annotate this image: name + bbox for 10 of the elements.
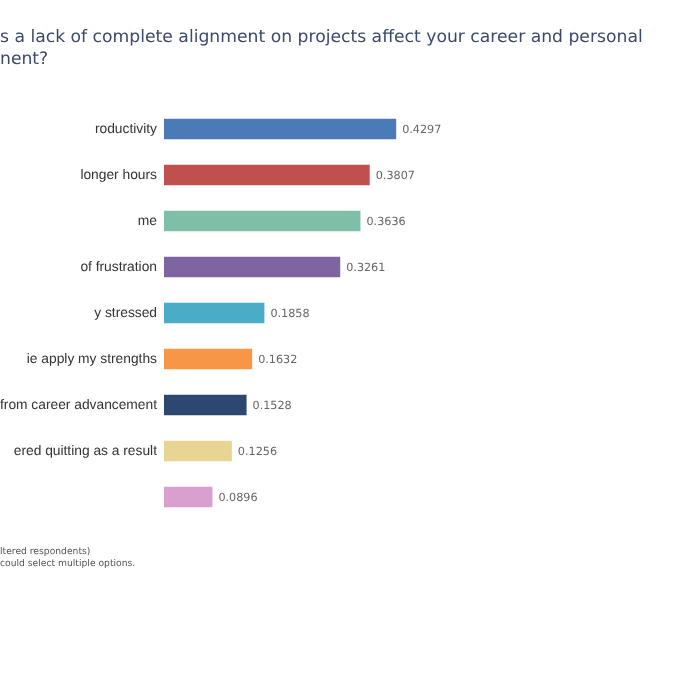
bar: [164, 256, 341, 278]
bar: [164, 118, 397, 140]
bar: [164, 348, 253, 370]
bar: [164, 210, 361, 232]
bar: [164, 440, 232, 462]
bar: [164, 486, 213, 508]
bar: [164, 164, 370, 186]
bar: [164, 302, 265, 324]
chart-title: s a lack of complete alignment on projects affect your career and personal nent?: [0, 28, 643, 72]
bar: [164, 394, 247, 416]
